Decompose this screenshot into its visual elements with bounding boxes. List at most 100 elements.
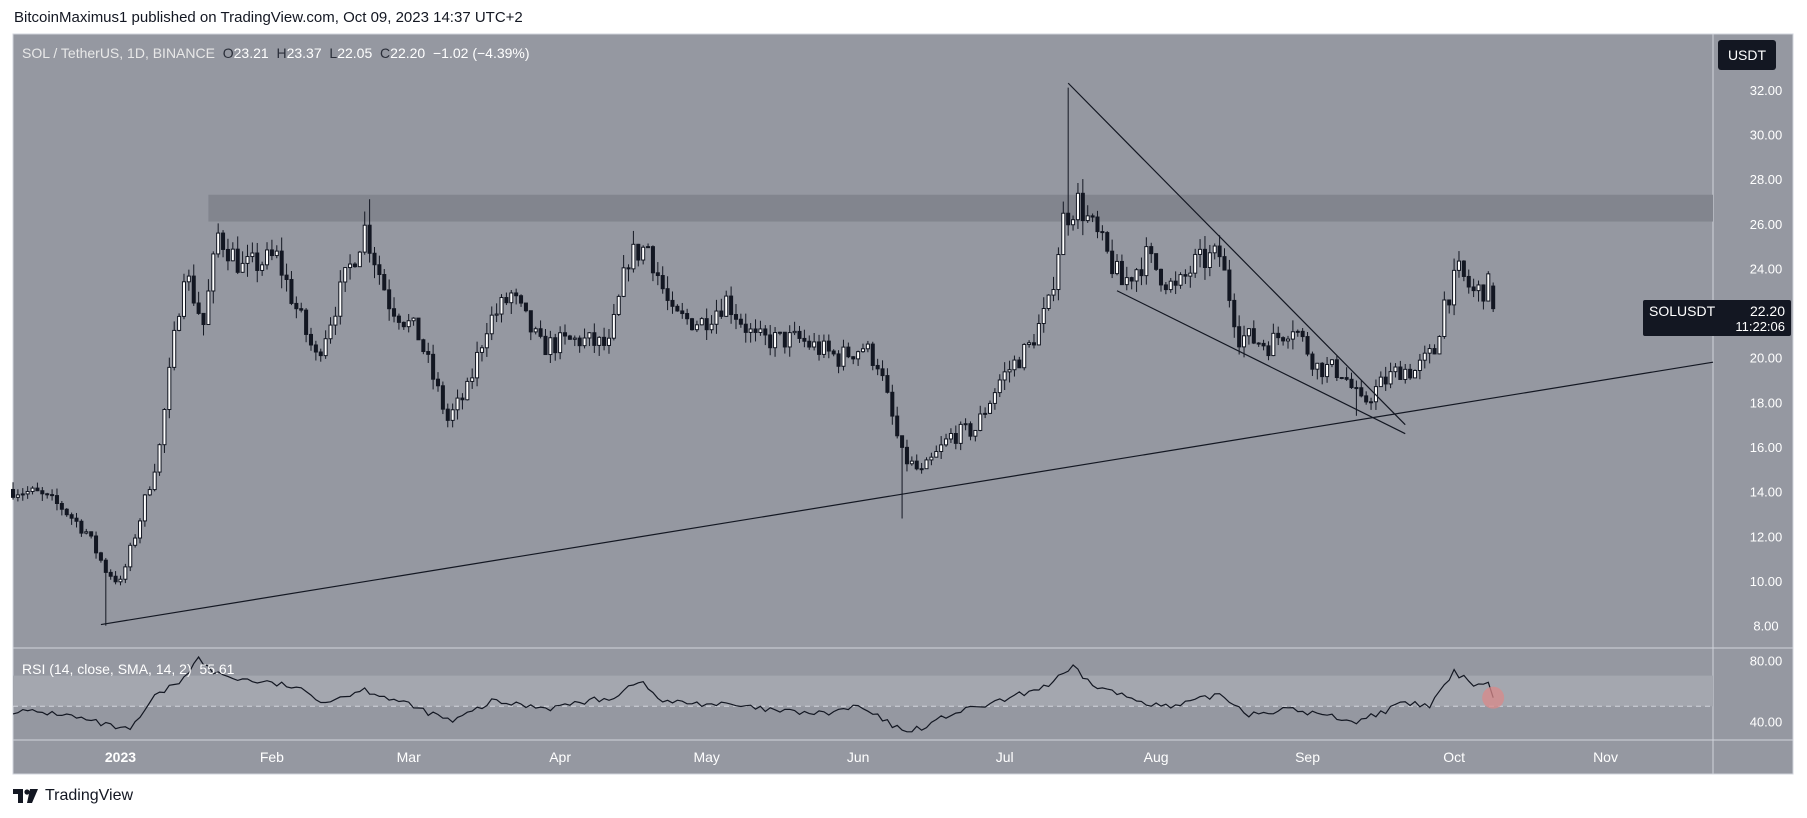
candle — [284, 263, 289, 292]
trendline — [100, 361, 1714, 626]
candle-body — [821, 340, 826, 355]
candle-body — [494, 313, 499, 316]
candle — [597, 336, 602, 356]
candle-body — [1139, 269, 1144, 277]
candle — [558, 326, 563, 360]
candle-body — [690, 318, 695, 331]
candle — [987, 400, 993, 415]
price-axis-tick-label: 30.00 — [1750, 127, 1783, 142]
candle — [641, 245, 646, 265]
candle — [914, 454, 919, 471]
candle — [587, 332, 592, 347]
candle — [1110, 239, 1115, 279]
trendline — [1116, 290, 1406, 435]
candle-body — [787, 332, 792, 348]
candle-body — [1173, 280, 1178, 286]
candle — [1080, 179, 1085, 236]
candle-body — [1046, 294, 1051, 310]
candle — [435, 372, 441, 392]
candle-body — [1051, 289, 1056, 296]
candle-body — [401, 321, 406, 328]
candle-body — [978, 413, 983, 431]
candle-body — [313, 344, 318, 353]
candle — [1017, 356, 1022, 369]
candle — [616, 294, 621, 316]
candle — [426, 342, 431, 363]
candle — [831, 349, 836, 357]
candle — [1325, 356, 1330, 383]
candle-body — [1427, 348, 1432, 354]
candle-body — [240, 262, 245, 273]
candle — [279, 237, 284, 289]
candle-body — [225, 248, 230, 262]
candle — [821, 334, 826, 358]
candle-body — [333, 315, 338, 326]
candle — [1305, 332, 1310, 357]
candle-body — [670, 299, 675, 307]
candle-body — [1017, 359, 1022, 369]
candle-body — [1285, 338, 1291, 342]
time-axis-tick-label: Nov — [1593, 749, 1618, 765]
candle — [699, 317, 704, 326]
candle — [1007, 360, 1012, 383]
candle-body — [587, 332, 592, 339]
candle — [1281, 336, 1286, 346]
candle — [875, 358, 880, 376]
candle-body — [1251, 328, 1256, 344]
candle — [1115, 254, 1120, 276]
candle-body — [211, 253, 216, 292]
candle — [250, 242, 255, 263]
candle — [631, 230, 636, 273]
candle — [128, 542, 133, 572]
candle-body — [738, 318, 743, 325]
candle — [1075, 182, 1080, 229]
candle — [1476, 280, 1481, 302]
candle-body — [729, 295, 734, 316]
candle-body — [411, 317, 416, 322]
candle-body — [567, 335, 572, 340]
candle-body — [1080, 192, 1085, 222]
candle — [245, 244, 250, 277]
rsi-line — [12, 655, 1494, 733]
candle — [460, 393, 465, 410]
price-tag-countdown: 11:22:06 — [1735, 319, 1785, 334]
candle-body — [196, 302, 201, 314]
candle-body — [1320, 362, 1325, 378]
candle-body — [963, 423, 968, 426]
candle — [1349, 372, 1354, 389]
candle-body — [191, 275, 196, 304]
candle-body — [1207, 252, 1212, 269]
price-axis-background — [1713, 34, 1793, 740]
candle-body — [162, 409, 167, 446]
candle — [181, 273, 186, 320]
rsi-band — [13, 675, 1713, 707]
candle — [983, 407, 988, 419]
candle — [1036, 314, 1041, 346]
candle-body — [1315, 362, 1320, 370]
candle — [890, 384, 895, 425]
candle-body — [1144, 246, 1149, 277]
candle — [1276, 326, 1281, 346]
candle-body — [299, 308, 304, 311]
candle-body — [10, 488, 16, 498]
candle — [69, 512, 74, 525]
currency-button[interactable]: USDT — [1718, 40, 1776, 70]
candle — [318, 348, 323, 362]
candle-body — [216, 232, 221, 255]
price-axis-tick-label: 12.00 — [1750, 529, 1783, 544]
tradingview-logo-icon — [13, 789, 38, 803]
candle-body — [763, 328, 768, 336]
candle — [98, 551, 103, 563]
time-axis-tick-label: Oct — [1443, 749, 1465, 765]
candle — [1158, 268, 1164, 292]
candle — [289, 271, 294, 306]
candle-body — [54, 495, 59, 504]
candle-body — [308, 333, 314, 346]
candle — [694, 320, 699, 333]
candle-body — [1422, 352, 1427, 361]
candle — [382, 268, 387, 291]
candle — [1066, 87, 1071, 236]
candle-body — [20, 493, 25, 496]
time-axis-tick-label: May — [693, 749, 719, 765]
candle-body — [64, 508, 69, 516]
